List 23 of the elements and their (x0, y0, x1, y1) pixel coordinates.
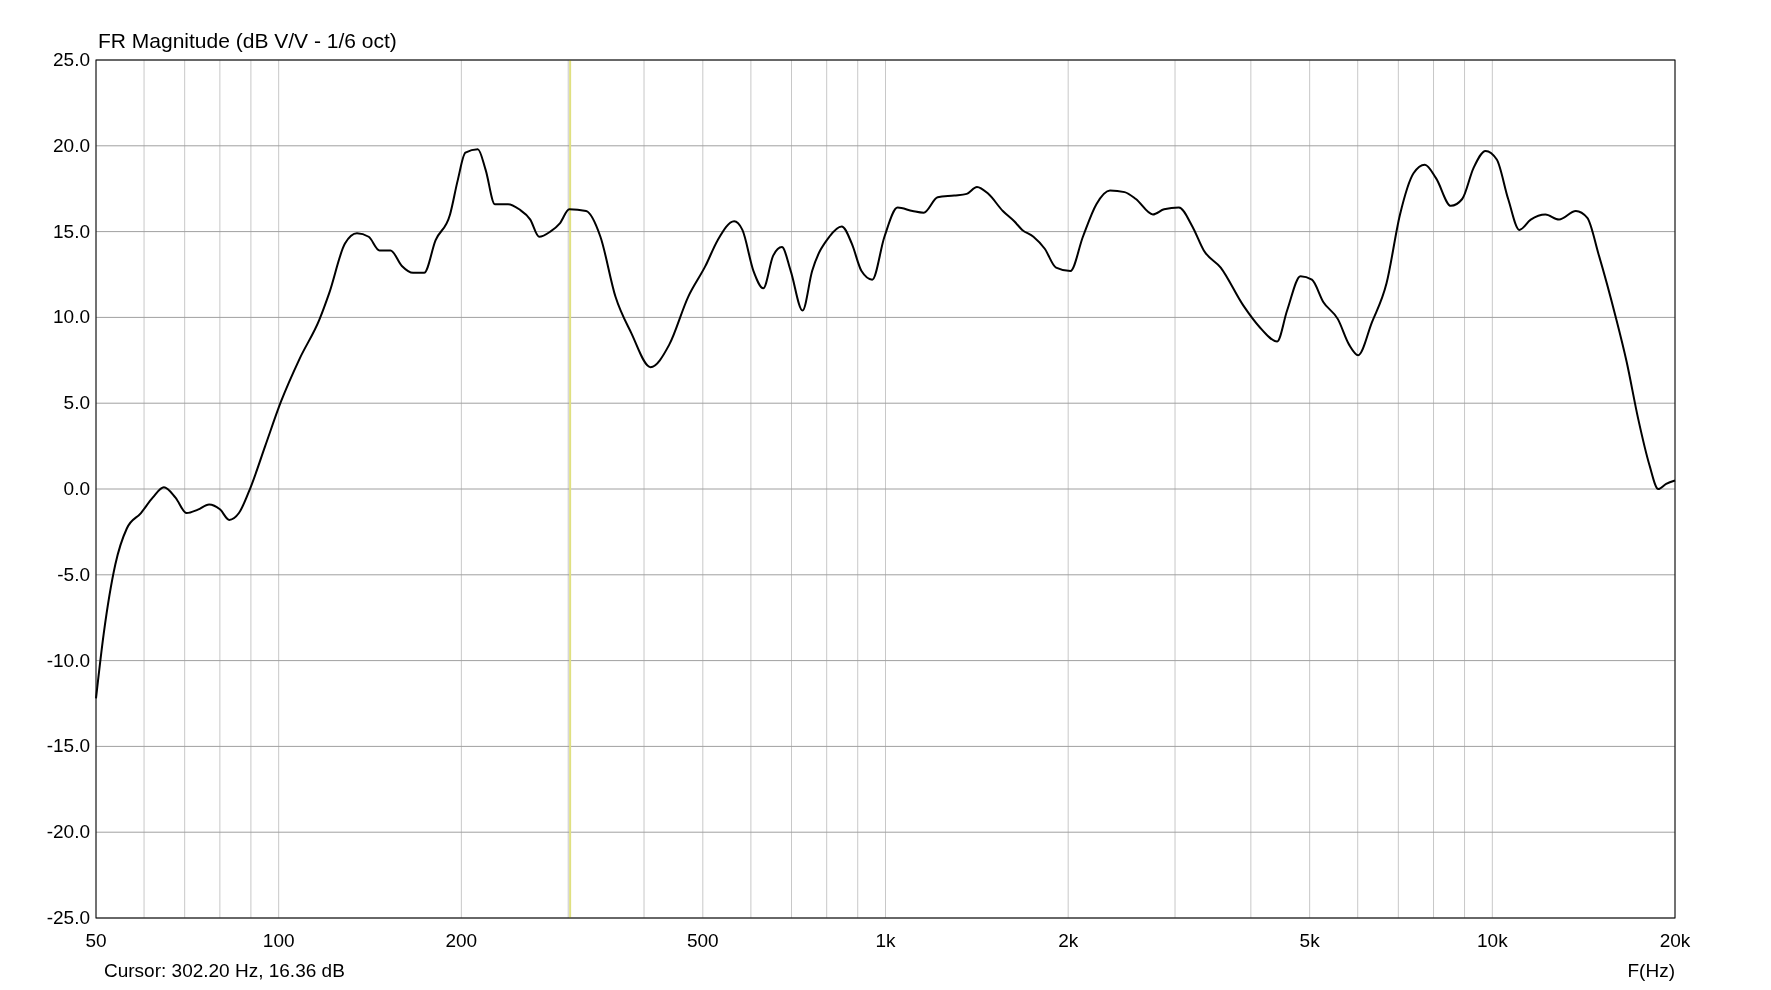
chart-title: FR Magnitude (dB V/V - 1/6 oct) (98, 29, 397, 52)
y-tick-label: -20.0 (46, 821, 90, 843)
x-tick-label: 500 (686, 930, 719, 951)
x-tick-label: 10k (1477, 930, 1509, 951)
x-tick-label: 1k (875, 930, 897, 951)
x-tick-label: 200 (445, 930, 478, 951)
y-tick-label: 25.0 (53, 49, 90, 70)
x-tick-label: 2k (1058, 930, 1079, 951)
x-tick-label: 50 (85, 930, 107, 951)
y-tick-label: -25.0 (46, 907, 90, 928)
y-tick-label: -15.0 (46, 735, 90, 757)
y-tick-label: 10.0 (53, 306, 90, 328)
y-tick-label: -5.0 (57, 563, 90, 585)
y-tick-label: 0.0 (63, 478, 90, 499)
y-tick-label: 15.0 (53, 220, 90, 242)
y-tick-label: 20.0 (53, 134, 90, 156)
y-tick-label: -10.0 (46, 649, 90, 671)
x-tick-label: 20k (1659, 930, 1691, 951)
text: Cursor: 302.20 Hz, 16.36 dB (104, 960, 345, 981)
y-tick-label: 5.0 (63, 392, 90, 414)
x-tick-label: 100 (262, 930, 295, 951)
x-tick-label: 5k (1299, 930, 1321, 951)
x-axis-title: F(Hz) (1627, 960, 1675, 981)
